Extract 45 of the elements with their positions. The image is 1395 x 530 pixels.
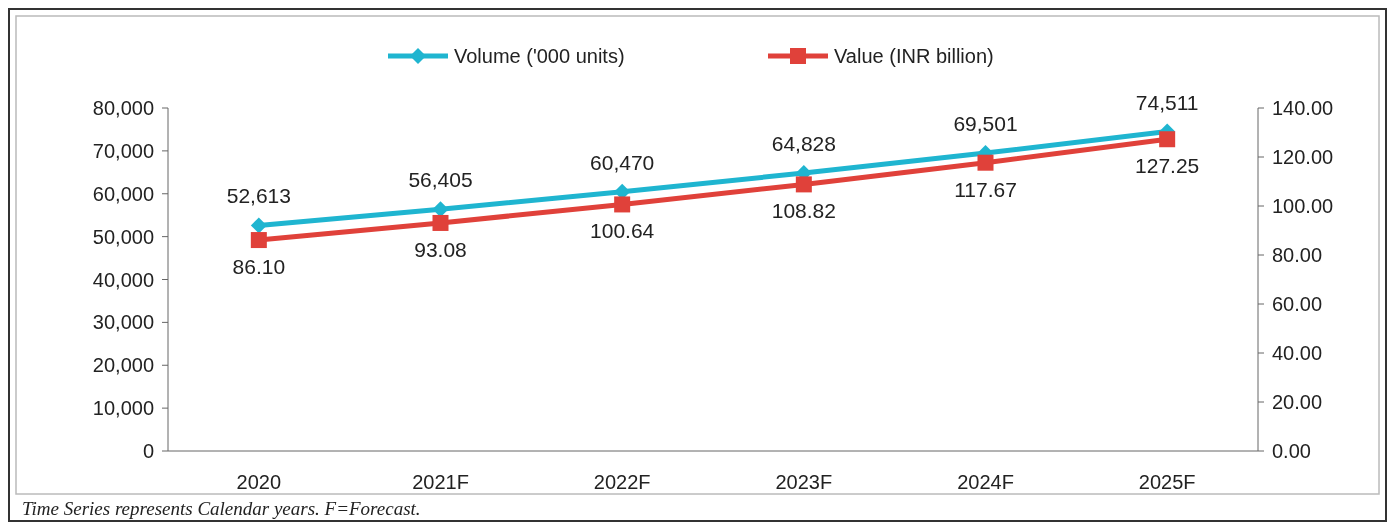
x-tick-label: 2022F <box>593 471 651 493</box>
x-tick-label: 2023F <box>775 471 833 493</box>
y2-tick-label: 80.00 <box>1272 244 1323 266</box>
y2-tick-label: 20.00 <box>1272 391 1323 413</box>
x-tick-label: 2020 <box>236 471 282 493</box>
y-tick-label: 0 <box>142 440 154 462</box>
data-label: 56,405 <box>408 168 473 192</box>
point <box>1159 131 1176 148</box>
x-tick-label: 2024F <box>957 471 1014 493</box>
y2-tick-label: 100.00 <box>1272 195 1334 217</box>
text: Time Series represents Calendar years. F=Forecast. <box>22 498 421 519</box>
y-tick-label: 40,000 <box>92 268 154 291</box>
point <box>977 154 994 171</box>
y-tick-label: 80,000 <box>92 97 154 119</box>
y-tick-label: 60,000 <box>92 182 154 205</box>
data-label: 127.25 <box>1135 154 1200 178</box>
y2-tick-label: 140.00 <box>1272 97 1334 119</box>
data-label: 60,470 <box>590 150 655 174</box>
y2-tick-label: 60.00 <box>1272 293 1323 315</box>
y-tick-label: 70,000 <box>92 139 154 162</box>
x-tick-label: 2025F <box>1138 471 1196 493</box>
data-label: 117.67 <box>954 177 1017 201</box>
y-tick-label: 20,000 <box>92 354 154 377</box>
legend-label: Volume ('000 units) <box>454 45 625 67</box>
legend-label: Value (INR billion) <box>834 45 994 67</box>
data-label: 52,613 <box>226 184 291 208</box>
y2-tick-label: 120.00 <box>1272 146 1334 168</box>
point <box>795 176 812 193</box>
data-label: 86.10 <box>232 255 286 279</box>
data-label: 100.64 <box>590 219 655 243</box>
data-label: 69,501 <box>953 112 1018 136</box>
y2-tick-label: 0.00 <box>1272 440 1311 462</box>
point <box>614 196 631 213</box>
y2-tick-label: 40.00 <box>1272 342 1323 364</box>
x-tick-label: 2021F <box>412 471 469 493</box>
data-label: 74,511 <box>1135 90 1199 114</box>
y-tick-label: 10,000 <box>92 397 154 420</box>
data-label: 108.82 <box>771 199 836 223</box>
y-tick-label: 30,000 <box>92 311 154 334</box>
y-tick-label: 50,000 <box>92 225 154 248</box>
data-label: 64,828 <box>771 132 836 156</box>
data-label: 93.08 <box>414 237 467 261</box>
point <box>250 232 267 249</box>
point <box>432 214 449 231</box>
point <box>250 217 267 234</box>
